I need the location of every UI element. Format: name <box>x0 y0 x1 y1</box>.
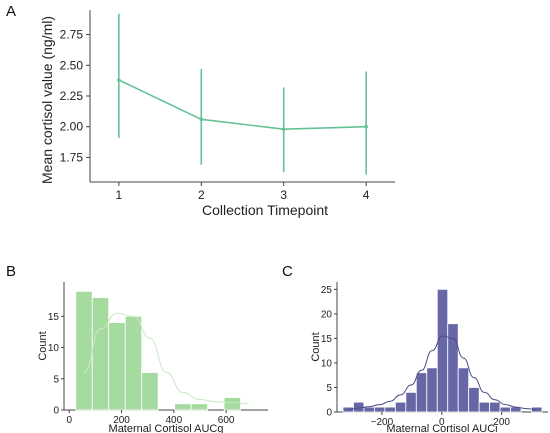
x-tick-label-a: 2 <box>198 188 205 202</box>
histogram-bar-c <box>363 406 375 413</box>
y-tick-label-a: 2.00 <box>60 120 84 134</box>
x-tick-label-b: 400 <box>166 415 183 426</box>
histogram-bar-b <box>141 372 159 411</box>
histogram-bar-c <box>436 288 449 413</box>
y-axis-label-a: Mean cortisol value (ng/ml) <box>39 16 55 184</box>
x-tick-label-a: 1 <box>116 188 123 202</box>
x-tick-label-a: 4 <box>363 188 370 202</box>
y-tick-label-c: 20 <box>321 309 333 320</box>
y-tick-label-c: 5 <box>326 383 332 394</box>
y-tick-label-b: 0 <box>53 406 59 417</box>
histogram-bar-b <box>190 403 208 411</box>
x-axis-label-b: Maternal Cortisol AUCg <box>109 423 224 433</box>
histogram-bar-c <box>457 367 470 413</box>
histogram-bar-c <box>468 387 480 413</box>
x-tick-label-c: 200 <box>493 417 510 428</box>
x-axis-label-c: Maternal Cortisol AUCi <box>386 423 497 433</box>
y-tick-label-b: 5 <box>53 374 59 385</box>
x-tick-label-c: −200 <box>371 417 394 428</box>
y-tick-label-a: 1.75 <box>60 150 84 164</box>
histogram-bar-c <box>489 401 501 413</box>
histogram-bar-c <box>394 401 407 413</box>
data-point-a <box>199 117 204 122</box>
histogram-bar-c <box>405 391 417 413</box>
panel-label-a: A <box>6 3 16 20</box>
histogram-bar-c <box>415 372 428 413</box>
histogram-bar-c <box>374 406 386 413</box>
histogram-bar-b <box>75 290 93 411</box>
x-tick-label-b: 0 <box>66 415 72 426</box>
y-tick-label-c: 10 <box>321 358 333 369</box>
x-tick-label-a: 3 <box>280 188 287 202</box>
y-tick-label-c: 15 <box>321 334 333 345</box>
y-tick-label-c: 25 <box>321 285 333 296</box>
data-point-a <box>117 78 121 82</box>
data-point-a <box>281 127 286 131</box>
y-axis-label-b: Count <box>37 331 49 360</box>
histogram-b: Maternal Cortisol AUCg Count 0 5 10 15 0 200 4… <box>37 282 268 433</box>
kde-curve-c <box>348 335 537 411</box>
y-tick-label-b: 10 <box>48 343 60 354</box>
panel-label-c: C <box>282 263 293 280</box>
y-tick-label-b: 15 <box>48 312 60 323</box>
y-tick-label-a: 2.25 <box>60 89 84 103</box>
histogram-c: Maternal Cortisol AUCi Count 0 5 10 15 20 25 −… <box>310 282 548 433</box>
x-tick-label-b: 600 <box>218 415 235 426</box>
histogram-bar-b <box>223 397 241 411</box>
y-tick-label-a: 2.75 <box>60 28 84 42</box>
series-line-a <box>118 79 367 130</box>
histogram-bar-b <box>108 322 126 411</box>
x-tick-label-b: 200 <box>113 415 130 426</box>
histogram-bar-c <box>499 406 511 413</box>
histogram-bar-b <box>124 315 143 411</box>
kde-curve-b <box>83 312 249 405</box>
x-axis-label-a: Collection Timepoint <box>202 202 328 218</box>
histogram-bar-c <box>447 323 459 413</box>
histogram-bar-c <box>384 406 396 413</box>
line-chart-a: Collection Timepoint Mean cortisol value… <box>39 10 395 218</box>
x-tick-label-c: 0 <box>439 417 445 428</box>
histogram-bar-b <box>174 403 192 411</box>
y-axis-label-c: Count <box>310 332 322 361</box>
histogram-bar-b <box>91 297 110 411</box>
data-point-a <box>364 124 368 129</box>
y-tick-label-c: 0 <box>326 408 332 419</box>
histogram-bar-c <box>426 367 438 413</box>
histogram-bar-c <box>353 401 365 413</box>
panel-label-b: B <box>6 263 16 280</box>
y-tick-label-a: 2.50 <box>60 58 84 72</box>
histogram-bar-c <box>478 401 491 413</box>
